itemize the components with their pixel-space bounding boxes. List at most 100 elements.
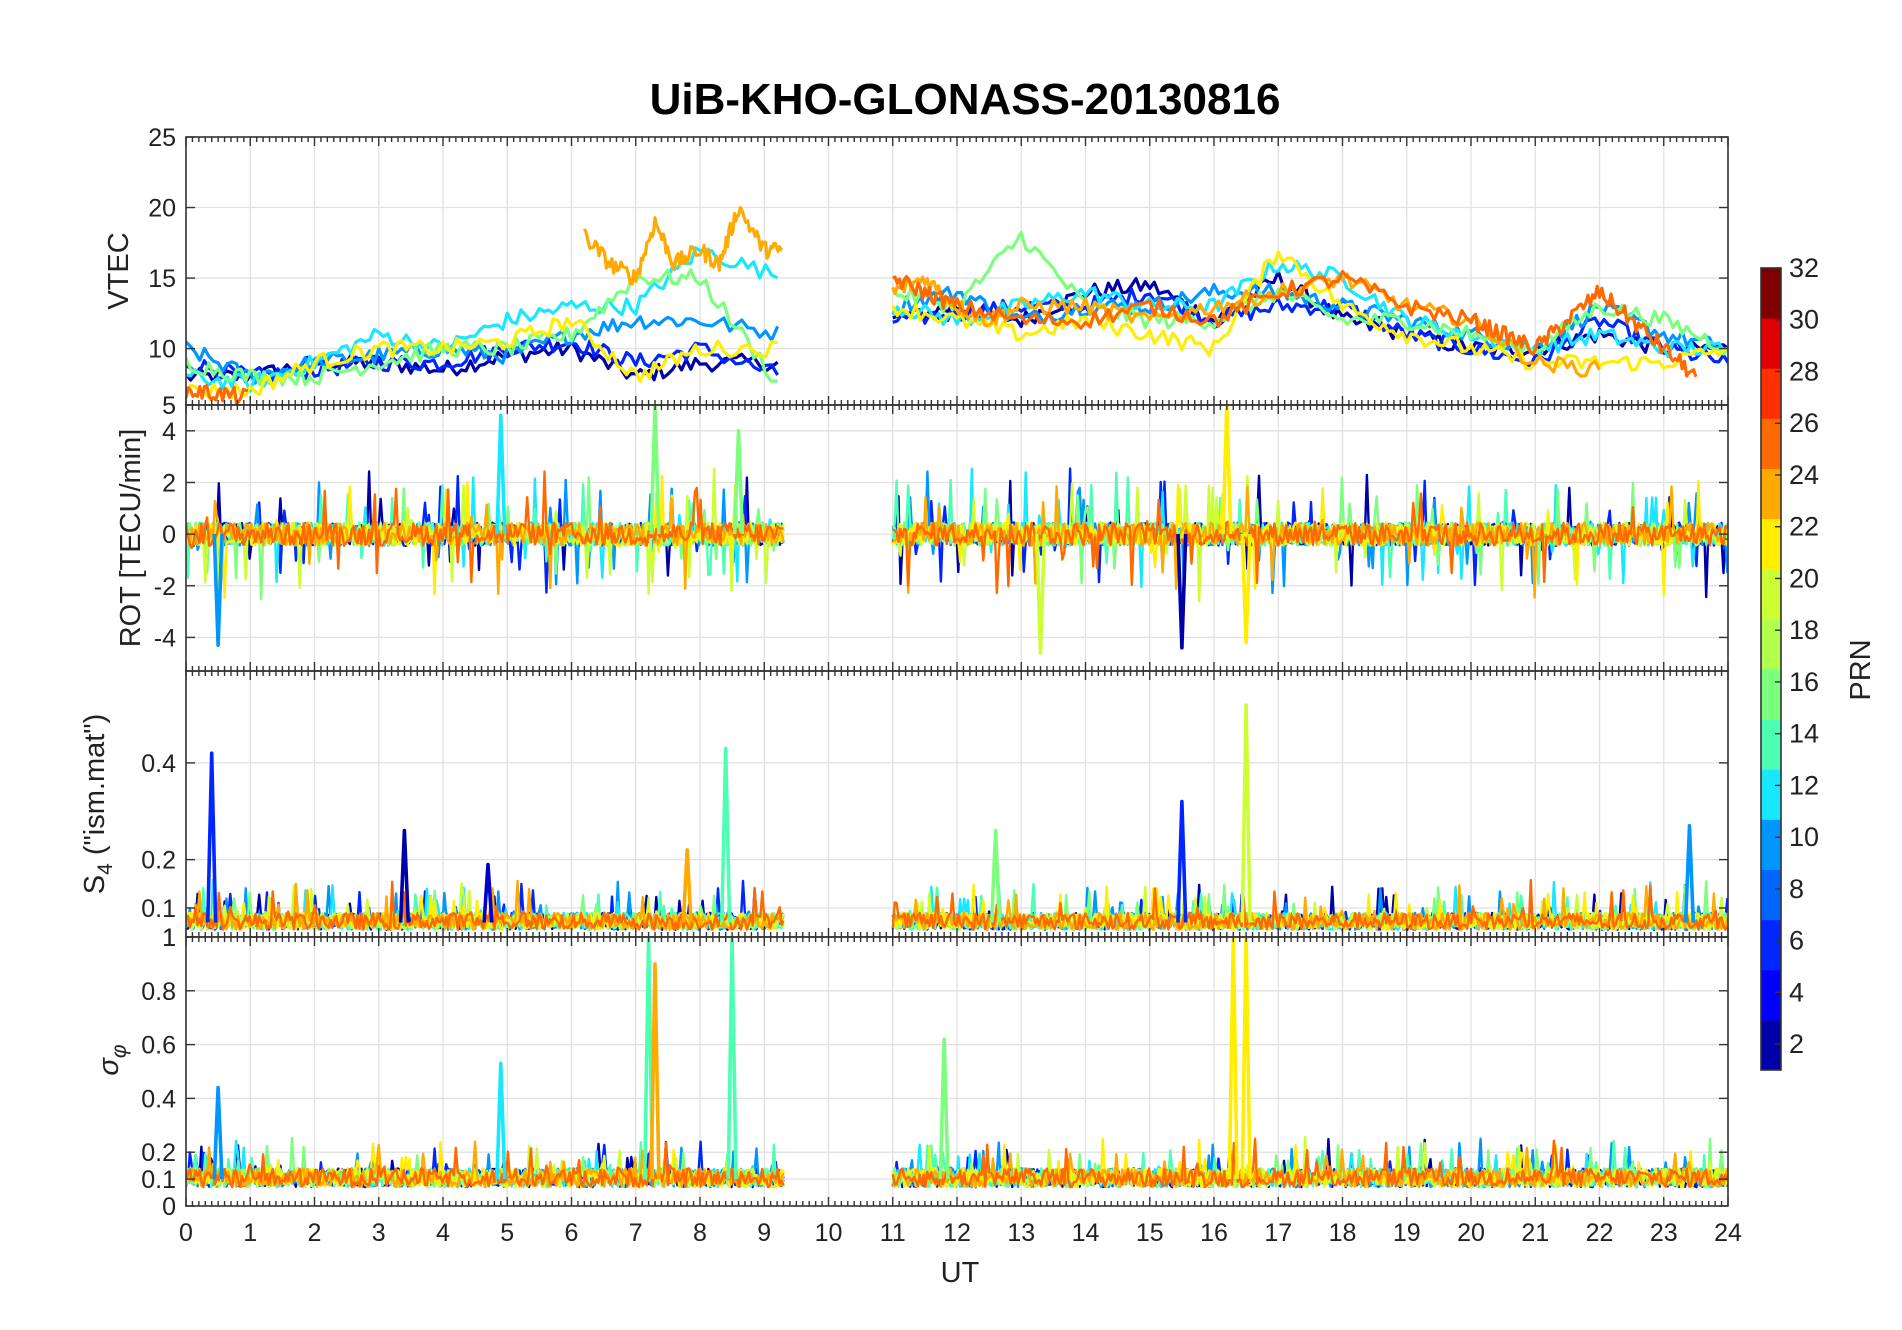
colorbar-segment	[1761, 1044, 1781, 1071]
peak-mark	[1240, 937, 1252, 1180]
peak-mark	[398, 828, 411, 923]
y-tick-label: 0.4	[141, 1085, 176, 1113]
peak-mark	[649, 405, 661, 535]
peak-mark	[495, 413, 507, 535]
colorbar-segment	[1761, 418, 1781, 444]
series-line-prn-22	[582, 206, 1601, 378]
colorbar-segment	[1761, 518, 1781, 545]
colorbar-segment	[1761, 669, 1781, 695]
colorbar-tick-label: 8	[1789, 874, 1804, 904]
colorbar-tick-label: 28	[1789, 356, 1819, 386]
peak-mark	[1034, 534, 1047, 655]
colorbar-segment	[1761, 919, 1781, 946]
peak-mark	[726, 937, 738, 1180]
peak-mark	[482, 862, 494, 923]
x-tick-label: 19	[1393, 1219, 1421, 1247]
x-tick-label: 18	[1329, 1219, 1357, 1247]
colorbar-segment	[1761, 794, 1781, 820]
ylabel-main: S	[79, 875, 111, 894]
colorbar-segment	[1761, 769, 1781, 795]
x-tick-label: 9	[757, 1219, 771, 1247]
colorbar-tick-label: 24	[1789, 460, 1819, 490]
peak-mark	[1240, 703, 1252, 923]
x-tick-label: 5	[500, 1219, 514, 1247]
x-tick-label: 3	[372, 1219, 386, 1247]
peak-mark	[206, 751, 218, 923]
panel-s4-data	[186, 703, 1728, 931]
panel-sigma_phi: 00.10.2 0.4 0.6 0.8 1 σφ	[93, 924, 1729, 1221]
colorbar-segment	[1761, 719, 1781, 745]
colorbar-segment	[1761, 568, 1781, 595]
panel-s4: 0.1 0.2 0.4 1 S4 ("ism.mat")	[79, 670, 1729, 952]
ylabel-rest: ("ism.mat")	[79, 714, 111, 863]
x-tick-label: 0	[179, 1219, 193, 1247]
colorbar-segment	[1761, 618, 1781, 645]
peak-mark	[732, 429, 745, 535]
colorbar-tick-label: 32	[1789, 253, 1819, 283]
colorbar-segment	[1761, 819, 1781, 845]
panel-vtec: 10 15 20 25 VTEC	[103, 124, 1729, 406]
x-tick-label: 15	[1136, 1219, 1164, 1247]
y-tick-label: 15	[148, 265, 176, 293]
peak-mark	[212, 1085, 224, 1180]
colorbar-tick-label: 6	[1789, 926, 1804, 956]
x-tick-label: 21	[1521, 1219, 1549, 1247]
peak-mark	[938, 1037, 950, 1180]
panel-rot: -4 -2 0 2 45 ROT [TECU/min]	[115, 392, 1729, 672]
x-tick-label: 6	[565, 1219, 579, 1247]
y-tick-label: 25	[148, 124, 176, 152]
y-tick-label: 0.2	[141, 847, 176, 875]
y-tick-label: 0	[162, 1193, 176, 1221]
peak-mark	[649, 962, 661, 1180]
x-tick-label: 24	[1714, 1219, 1742, 1247]
y-axis-label-vtec: VTEC	[103, 232, 135, 309]
y-tick-label: 0.1	[141, 1166, 176, 1194]
colorbar-segment	[1761, 343, 1781, 369]
y-tick-label: 4	[162, 418, 176, 446]
y-tick-label: 2	[162, 469, 176, 497]
x-tick-label: 12	[943, 1219, 971, 1247]
y-tick-label: 1	[162, 924, 176, 952]
peak-mark	[212, 534, 224, 647]
y-tick-label: 1	[162, 924, 176, 952]
y-tick-label: 0.8	[141, 978, 176, 1006]
x-tick-label: 22	[1586, 1219, 1614, 1247]
colorbar-tick-label: 18	[1789, 615, 1819, 645]
colorbar-tick-label: 20	[1789, 563, 1819, 593]
peak-mark	[1221, 405, 1233, 535]
x-tick-label: 1	[243, 1219, 257, 1247]
ylabel-main: σ	[93, 1057, 125, 1076]
ylabel-sub: φ	[108, 1044, 131, 1058]
colorbar-tick-label: 2	[1789, 1029, 1804, 1059]
colorbar-segment	[1761, 543, 1781, 570]
panel-sigma_phi-data	[186, 937, 1728, 1189]
panel-rot-data	[186, 405, 1728, 655]
chart-title: UiB-KHO-GLONASS-20130816	[650, 75, 1281, 124]
colorbar-segment	[1761, 493, 1781, 520]
x-tick-label: 4	[436, 1219, 450, 1247]
colorbar-segment	[1761, 694, 1781, 720]
y-tick-label: 10	[148, 336, 176, 364]
colorbar-segment	[1761, 1019, 1781, 1046]
colorbar-segment	[1761, 994, 1781, 1021]
peak-mark	[681, 848, 693, 923]
x-tick-label: 10	[815, 1219, 843, 1247]
colorbar-tick-label: 22	[1789, 512, 1819, 542]
x-tick-label: 7	[629, 1219, 643, 1247]
colorbar-tick-label: 12	[1789, 770, 1819, 800]
noise-trace	[186, 1137, 1728, 1189]
colorbar-tick-label: 4	[1789, 977, 1804, 1007]
colorbar-frame	[1760, 267, 1782, 1071]
y-tick-label: 5	[162, 392, 176, 420]
peak-mark	[1176, 799, 1188, 923]
ylabel-sub: 4	[94, 863, 117, 875]
colorbar-segment	[1761, 268, 1781, 294]
colorbar-tick-label: 14	[1789, 719, 1819, 749]
x-tick-labels: 0 1 2 3 4 5 6 7 8 9 10 11 12 13 14 15 16 17 18 19 20 21 22 23 24	[179, 1219, 1742, 1247]
colorbar-segment	[1761, 468, 1781, 495]
y-axis-label-s4: S4 ("ism.mat")	[79, 714, 117, 895]
y-tick-label: 0.1	[141, 895, 176, 923]
